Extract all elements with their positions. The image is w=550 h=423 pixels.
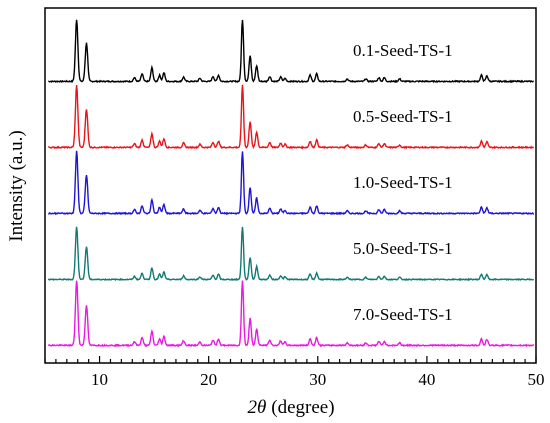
y-axis-title: Intensity (a.u.) [6, 130, 27, 241]
x-tick-label: 30 [309, 370, 326, 389]
x-tick-label: 10 [91, 370, 108, 389]
series-line [48, 19, 534, 84]
series-label: 1.0-Seed-TS-1 [353, 173, 453, 192]
plot-frame [44, 7, 537, 364]
series-line [48, 150, 535, 216]
series-label: 5.0-Seed-TS-1 [353, 239, 453, 258]
x-tick-label: 50 [528, 370, 545, 389]
series-line [47, 84, 534, 150]
x-axis-unit: (degree) [271, 397, 334, 418]
x-axis: 10 20 30 40 50 [44, 356, 545, 389]
series-label: 7.0-Seed-TS-1 [353, 305, 453, 324]
x-axis-title: 2θ (degree) [247, 397, 334, 418]
series-line [47, 280, 535, 348]
x-axis-symbol: 2θ [247, 397, 266, 418]
series-label: 0.1-Seed-TS-1 [353, 41, 453, 60]
x-tick-label: 20 [200, 370, 217, 389]
x-tick-label: 40 [418, 370, 435, 389]
series-layer [47, 19, 535, 348]
series-labels: 0.1-Seed-TS-1 0.5-Seed-TS-1 1.0-Seed-TS-1 5… [353, 41, 453, 324]
series-line [47, 226, 535, 282]
series-label: 0.5-Seed-TS-1 [353, 107, 453, 126]
